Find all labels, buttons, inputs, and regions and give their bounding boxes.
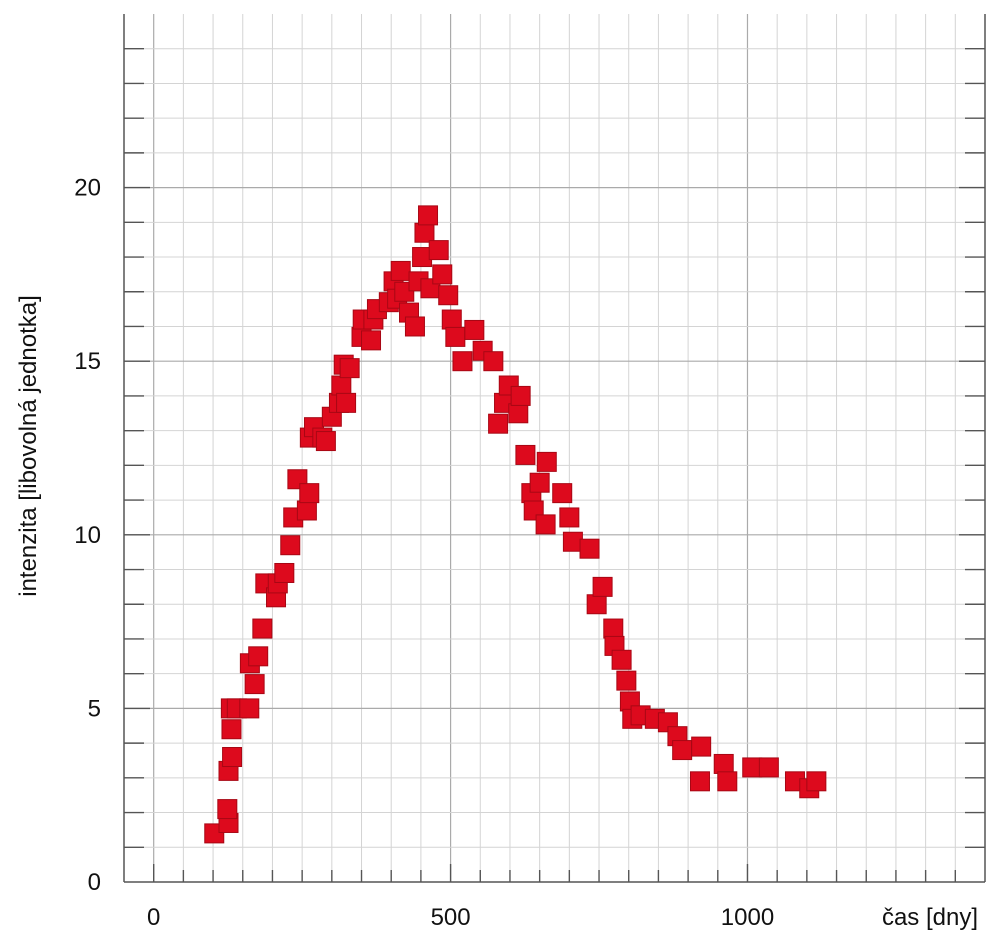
data-point [274,562,295,583]
data-points [204,205,827,844]
data-point [611,649,632,670]
data-point [717,771,738,792]
data-point [510,385,531,406]
y-tick-label: 10 [74,522,101,549]
data-point [252,618,273,639]
data-point [432,264,453,285]
data-point [552,483,573,504]
data-point [438,285,459,306]
y-axis-title: intenzita [libovolná jednotka] [15,295,42,597]
data-point [586,594,607,615]
data-point [672,740,693,761]
data-point [536,451,557,472]
data-point [404,316,425,337]
data-point [483,351,504,372]
data-point [488,413,509,434]
data-point [616,670,637,691]
axes-frame [123,14,986,883]
x-tick-label: 500 [431,904,471,931]
data-point [529,472,550,493]
data-point [441,309,462,330]
y-tick-label: 20 [74,175,101,202]
data-point [428,240,449,261]
data-point [339,358,360,379]
data-point [296,500,317,521]
data-point [806,771,827,792]
y-tick-label: 5 [88,695,101,722]
data-point [217,799,238,820]
data-point [418,205,439,226]
data-point [239,698,260,719]
data-point [299,483,320,504]
x-tick-label: 0 [147,904,160,931]
y-tick-label: 0 [88,869,101,896]
x-axis-title: čas [dny] [882,904,978,931]
data-point [221,719,242,740]
data-point [579,538,600,559]
x-tick-label: 1000 [721,904,774,931]
data-point [280,535,301,556]
data-point [390,260,411,281]
data-point [248,646,269,667]
data-point [603,618,624,639]
data-point [535,514,556,535]
data-point [361,330,382,351]
data-point [689,771,710,792]
data-point [452,351,473,372]
tick-labels: 0 5 10 15 20 0 500 1000 [74,175,774,931]
data-point [445,326,466,347]
data-point [691,736,712,757]
data-point [559,507,580,528]
data-point [244,674,265,695]
data-point [508,403,529,424]
data-point [515,444,536,465]
data-point [592,576,613,597]
data-point [331,375,352,396]
data-point [336,392,357,413]
grid [124,14,985,882]
data-point [315,431,336,452]
data-point [222,747,243,768]
data-point [713,753,734,774]
data-point [414,222,435,243]
y-tick-label: 15 [74,348,101,375]
data-point [758,757,779,778]
data-point [464,319,485,340]
